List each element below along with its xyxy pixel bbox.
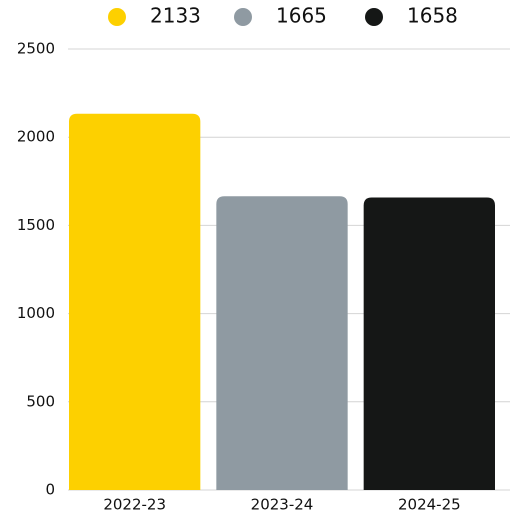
bar [216, 196, 348, 490]
y-tick-label: 500 [26, 392, 55, 410]
y-tick-label: 0 [45, 481, 55, 499]
legend-swatch [108, 8, 126, 26]
x-tick-label: 2024-25 [398, 496, 461, 514]
legend-label: 1658 [407, 4, 458, 28]
legend-label: 2133 [150, 4, 201, 28]
y-tick-label: 1000 [17, 304, 55, 322]
legend-swatch [365, 8, 383, 26]
y-tick-label: 2000 [17, 128, 55, 146]
y-tick-label: 1500 [17, 216, 55, 234]
x-tick-label: 2023-24 [251, 496, 314, 514]
x-tick-label: 2022-23 [103, 496, 166, 514]
bar [363, 197, 495, 490]
y-tick-label: 2500 [17, 40, 55, 58]
bar [69, 113, 201, 490]
legend-label: 1665 [276, 4, 327, 28]
legend-swatch [234, 8, 252, 26]
